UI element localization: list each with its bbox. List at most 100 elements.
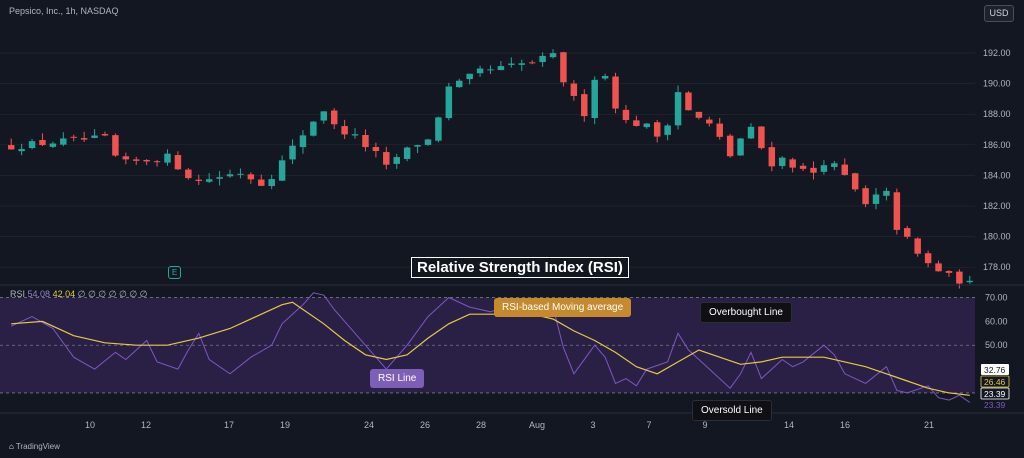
candle-body — [237, 173, 244, 175]
candle-body — [601, 75, 609, 79]
candle-body — [966, 280, 974, 283]
candle-body — [91, 135, 98, 138]
candle-body — [935, 263, 942, 272]
rsi-tick-label: 70.00 — [985, 293, 1008, 303]
candle-body — [904, 228, 911, 237]
price-tick-label: 180.00 — [983, 232, 1011, 242]
rsi-price-tag-bg — [980, 387, 1010, 400]
annotation-oversold: Oversold Line — [692, 400, 772, 421]
candle-body — [820, 165, 828, 172]
candle-body — [466, 73, 473, 80]
candle-body — [862, 188, 869, 205]
time-tick-label: 3 — [590, 420, 595, 430]
candle-body — [330, 110, 338, 125]
candle-body — [497, 66, 505, 71]
candle-body — [216, 177, 223, 179]
candle-body — [560, 52, 567, 83]
rsi-value: 54.08 — [27, 289, 51, 299]
candle-body — [174, 155, 182, 170]
rsi-price-tag: 26.46 — [984, 377, 1006, 387]
rsi-legend[interactable]: RSI 54.08 42.04 ∅ ∅ ∅ ∅ ∅ ∅ ∅ — [10, 289, 148, 300]
candle-body — [18, 149, 25, 152]
candle-body — [653, 122, 661, 137]
candle-body — [622, 109, 630, 121]
candle-body — [716, 123, 723, 137]
annotation-ma: RSI-based Moving average — [494, 298, 632, 317]
candle-body — [726, 135, 734, 157]
candle-body — [341, 126, 348, 135]
time-tick-label: 14 — [784, 420, 794, 430]
annotation-rsi: RSI Line — [370, 369, 425, 388]
rsi-ma-value: 42.04 — [52, 289, 76, 299]
candle-body — [456, 80, 463, 88]
candle-body — [674, 92, 682, 126]
candle-body — [643, 123, 651, 128]
candle-body — [695, 111, 703, 118]
currency-button[interactable]: USD — [984, 5, 1014, 22]
time-tick-label: 21 — [924, 420, 934, 430]
candle-body — [39, 140, 46, 146]
candle-body — [664, 125, 671, 135]
candle-body — [914, 238, 921, 254]
candle-body — [768, 147, 776, 167]
price-axis: 178.00 180.00 182.00 184.00 186.00 188.00 190.… — [983, 48, 1011, 272]
candle-body — [789, 159, 796, 168]
time-tick-label: 12 — [141, 420, 151, 430]
time-tick-label: 10 — [85, 420, 95, 430]
candle-body — [258, 179, 265, 186]
candle-body — [122, 156, 130, 160]
candle-body — [310, 121, 317, 136]
candle-body — [893, 192, 901, 230]
symbol-title[interactable]: Pepsico, Inc., 1h, NASDAQ — [9, 6, 119, 16]
rsi-price-tag: 23.39 — [984, 389, 1006, 399]
candle-body — [851, 173, 859, 190]
rsi-price-tag: 23.39 — [984, 400, 1006, 410]
candle-body — [518, 63, 525, 65]
candle-body — [153, 161, 161, 163]
rsi-tick-label: 50.00 — [985, 340, 1008, 350]
candle-body — [320, 111, 328, 121]
tradingview-logo-icon: ⌂ — [9, 442, 14, 451]
candle-body — [133, 159, 140, 161]
candle-body — [372, 147, 380, 152]
annotation-overbought: Overbought Line — [700, 302, 792, 323]
candle-body — [570, 83, 578, 96]
rsi-price-tag-bg — [980, 375, 1010, 388]
candle-body — [60, 138, 67, 145]
price-tick-label: 192.00 — [983, 48, 1011, 58]
earnings-marker-icon[interactable]: E — [168, 266, 181, 279]
time-tick-label: 16 — [840, 420, 850, 430]
price-tick-label: 182.00 — [983, 201, 1011, 211]
candle-body — [883, 190, 890, 196]
candle-body — [424, 139, 432, 145]
price-pane: 178.00 180.00 182.00 184.00 186.00 188.00 190.… — [0, 48, 1011, 289]
candle-body — [289, 145, 296, 160]
candle-body — [112, 135, 119, 156]
rsi-tick-label: 60.00 — [985, 316, 1008, 326]
time-tick-label: 7 — [646, 420, 651, 430]
candle-body — [80, 138, 88, 140]
candle-body — [581, 94, 588, 117]
time-tick-label: 17 — [224, 420, 234, 430]
time-tick-label: 24 — [364, 420, 374, 430]
candle-body — [247, 174, 255, 180]
time-tick-label: 28 — [476, 420, 486, 430]
candle-body — [528, 62, 536, 64]
brand[interactable]: ⌂ TradingView — [9, 442, 60, 451]
candle-body — [945, 271, 953, 273]
candle-body — [185, 169, 192, 179]
candle-body — [831, 163, 838, 167]
candle-body — [143, 159, 150, 162]
candle-body — [28, 141, 36, 148]
candle-body — [924, 253, 932, 264]
candle-body — [508, 63, 515, 65]
chart-title: Relative Strength Index (RSI) — [411, 257, 629, 278]
candle-body — [268, 179, 275, 187]
candle-body — [779, 157, 786, 167]
rsi-price-tag: 32.76 — [984, 365, 1006, 375]
time-axis: 10 12 17 19 24 26 28 Aug 3 7 9 14 16 21 — [85, 420, 934, 430]
brand-text: TradingView — [15, 442, 60, 451]
time-tick-label: 9 — [702, 420, 707, 430]
candle-body — [278, 160, 286, 181]
